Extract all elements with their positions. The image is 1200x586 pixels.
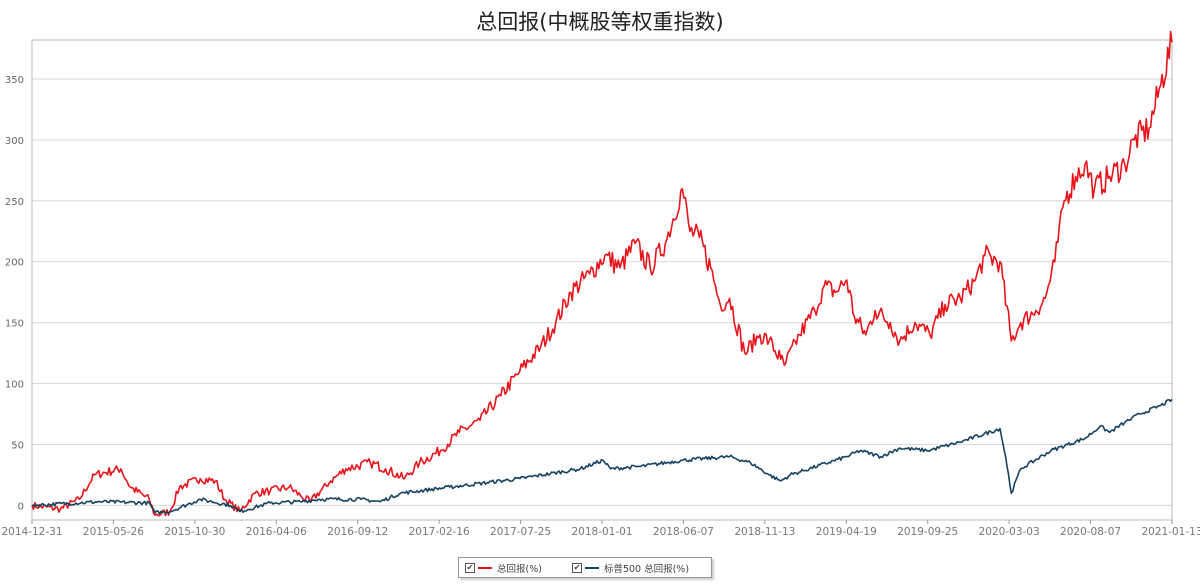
plot-frame [31,39,1173,521]
y-tick-label: 50 [11,440,24,451]
x-tick-label: 2014-12-31 [1,526,62,538]
checkbox-icon[interactable]: ✔ [571,562,582,573]
y-tick-label: 350 [5,75,24,86]
x-tick-label: 2017-02-16 [409,526,470,538]
x-tick-label: 2018-06-07 [653,526,714,538]
y-tick-label: 150 [5,319,24,330]
y-tick-label: 200 [5,258,24,269]
y-tick-label: 0 [18,501,24,512]
y-tick-label: 100 [5,380,24,391]
x-tick-label: 2018-11-13 [734,526,795,538]
legend: ✔ 总回报(%) ✔ 标普500 总回报(%) [458,557,712,578]
series-line-0 [31,30,1173,517]
checkbox-icon[interactable]: ✔ [465,562,475,573]
legend-label: 标普500 总回报(%) [603,563,690,575]
x-tick-label: 2016-04-06 [246,526,307,538]
legend-swatch [584,566,599,569]
x-tick-label: 2015-05-26 [83,526,144,538]
legend-item-total-return[interactable]: ✔ 总回报(%) [465,561,542,575]
x-tick-label: 2020-03-03 [979,526,1040,538]
x-tick-label: 2016-09-12 [327,526,388,538]
x-tick-label: 2019-09-25 [897,526,958,538]
x-tick-label: 2020-08-07 [1060,526,1121,538]
chart-title: 总回报(中概股等权重指数) [476,10,724,34]
x-tick-label: 2021-01-13 [1141,526,1200,538]
x-tick-label: 2018-01-01 [571,526,632,538]
x-tick-label: 2015-10-30 [164,526,225,538]
y-tick-label: 300 [5,136,24,147]
x-tick-label: 2019-04-19 [816,526,877,538]
x-tick-label: 2017-07-25 [490,526,551,538]
legend-item-sp500[interactable]: ✔ 标普500 总回报(%) [571,561,690,575]
legend-swatch [478,566,492,569]
legend-label: 总回报(%) [497,563,542,575]
y-tick-label: 250 [5,197,24,208]
series-line-1 [31,398,1173,515]
